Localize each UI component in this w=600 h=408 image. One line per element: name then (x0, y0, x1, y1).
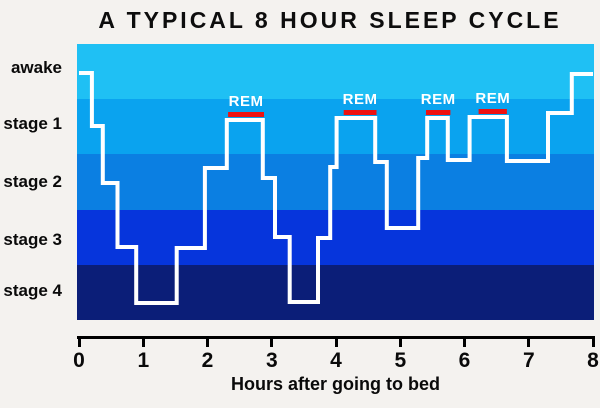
x-tick-5 (398, 336, 402, 347)
x-tick-label-3: 3 (265, 349, 278, 372)
y-label-stage-2: stage 2 (3, 172, 62, 191)
x-tick-7 (527, 336, 531, 347)
x-tick-6 (463, 336, 466, 347)
y-label-stage-4: stage 4 (3, 281, 62, 300)
y-label-stage-1: stage 1 (3, 114, 62, 133)
sleep-depth-line (79, 71, 593, 305)
x-tick-0 (77, 336, 81, 347)
x-tick-3 (270, 336, 274, 347)
band-stage-4 (77, 264, 594, 321)
rem-label-3: REM (421, 91, 456, 108)
x-tick-label-5: 5 (394, 349, 407, 372)
rem-label-1: REM (229, 93, 264, 110)
x-tick-label-0: 0 (73, 349, 85, 372)
y-label-awake: awake (10, 58, 62, 77)
x-tick-label-7: 7 (522, 349, 535, 372)
sleep-line-overlay: REM REM REM REM (79, 71, 593, 305)
x-axis-title: Hours after going to bed (231, 374, 440, 394)
chart-title: A TYPICAL 8 HOUR SLEEP CYCLE (98, 7, 562, 33)
rem-label-4: REM (475, 90, 510, 107)
x-tick-2 (206, 336, 209, 347)
band-stage-3 (77, 209, 594, 265)
y-axis-labels: awake stage 1 stage 2 stage 3 stage 4 (0, 0, 62, 330)
x-tick-label-1: 1 (137, 349, 150, 372)
band-awake (77, 44, 594, 100)
y-label-stage-3: stage 3 (3, 230, 62, 249)
x-tick-label-6: 6 (458, 349, 471, 372)
x-tick-8 (591, 336, 595, 347)
x-tick-label-2: 2 (201, 349, 214, 372)
plot-area: REM REM REM REM (77, 44, 594, 321)
x-tick-1 (141, 336, 145, 347)
x-tick-4 (334, 336, 338, 347)
x-tick-label-4: 4 (330, 349, 342, 372)
rem-label-2: REM (343, 91, 378, 108)
x-tick-label-8: 8 (587, 349, 599, 372)
